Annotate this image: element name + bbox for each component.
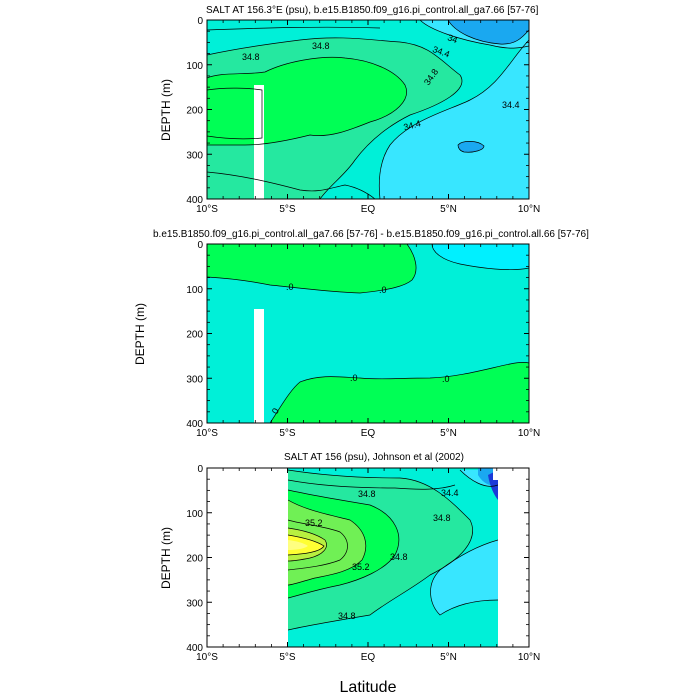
panel2-missing-band (254, 309, 264, 423)
y-tick-label: 200 (186, 330, 203, 341)
panel1-missing-band (254, 85, 264, 199)
panel3-contour-label: 34.8 (338, 611, 356, 621)
x-tick-label: 5°N (440, 204, 457, 215)
panel3-contour-label: 34.8 (433, 513, 451, 523)
panel3-contour-label: 34.8 (390, 552, 408, 562)
x-tick-label: 5°S (279, 204, 296, 215)
x-tick-label: 10°N (518, 204, 540, 215)
panel-difference: b.e15.B1850.f09_g16.pi_control.all_ga7.6… (133, 229, 589, 439)
x-axis-title: Latitude (340, 679, 397, 696)
y-tick-label: 100 (186, 509, 203, 520)
y-tick-label: 0 (197, 16, 203, 27)
panel3-title: SALT AT 156 (psu), Johnson et al (2002) (284, 452, 464, 463)
panel1-region-35.2 (207, 88, 262, 139)
panel1-yaxis: 0 100 200 300 400 (186, 16, 529, 206)
panel-johnson-observations: SALT AT 156 (psu), Johnson et al (2002) (159, 452, 540, 663)
panel2-title: b.e15.B1850.f09_g16.pi_control.all_ga7.6… (153, 229, 589, 240)
panel2-region-positive-top (207, 244, 417, 293)
panel2-ylabel: DEPTH (m) (133, 303, 147, 365)
panel2-contour-label: .0 (350, 373, 358, 383)
panel2-xaxis: 10°S 5°S EQ 5°N 10°N (196, 244, 540, 439)
y-tick-label: 100 (186, 285, 203, 296)
panel1-contour-label: 34 (446, 32, 459, 45)
panel3-contour-label: 35.2 (305, 518, 323, 528)
x-tick-label: EQ (361, 428, 376, 439)
y-tick-label: 0 (197, 464, 203, 475)
panel3-contour-label: 35.2 (352, 562, 370, 572)
panel3-region-34.4 (430, 470, 498, 615)
y-tick-label: 400 (186, 643, 203, 654)
panel3-field (288, 468, 498, 647)
y-tick-label: 300 (186, 150, 203, 161)
panel2-contour-label: .0 (379, 285, 387, 295)
panel3-ylabel: DEPTH (m) (159, 527, 173, 589)
x-tick-label: 10°S (196, 204, 218, 215)
panel1-contour-label: 34.4 (502, 100, 520, 110)
panel1-contour-label: 34.8 (312, 41, 330, 51)
y-tick-label: 300 (186, 374, 203, 385)
panel1-contour-lines (207, 20, 529, 199)
panel2-region-positive-bottom (270, 362, 529, 423)
panel2-contour-label: 0 (270, 406, 281, 415)
panel2-yaxis: 0 100 200 300 400 (186, 240, 529, 430)
x-tick-label: 10°S (196, 652, 218, 663)
panel1-field (207, 20, 529, 199)
panel3-missing-notch (493, 468, 498, 480)
panel1-contour-label: 34.8 (242, 52, 260, 62)
panel1-contour-label: 34.4 (402, 118, 422, 132)
panel3-xaxis: 10°S 5°S EQ 5°N 10°N (196, 468, 540, 663)
panel3-region-35.9 (288, 540, 308, 550)
panel-model-salinity: SALT AT 156.3°E (psu), b.e15.B1850.f09_g… (159, 5, 540, 215)
panel1-region-34.0 (448, 20, 529, 45)
panel1-title: SALT AT 156.3°E (psu), b.e15.B1850.f09_g… (206, 5, 539, 16)
x-tick-label: 5°S (279, 428, 296, 439)
panel3-contour-lines (288, 469, 498, 631)
x-tick-label: 10°N (518, 652, 540, 663)
panel2-region-cyan-ne (432, 244, 529, 270)
x-tick-label: EQ (361, 652, 376, 663)
panel2-field (207, 244, 529, 423)
y-tick-label: 0 (197, 240, 203, 251)
panel1-region-34.4-east (379, 20, 529, 199)
y-tick-label: 200 (186, 106, 203, 117)
panel1-region-small-low (458, 141, 484, 153)
panel1-ylabel: DEPTH (m) (159, 79, 173, 141)
y-tick-label: 400 (186, 419, 203, 430)
y-tick-label: 100 (186, 61, 203, 72)
panel2-contour-lines (207, 244, 529, 423)
x-tick-label: EQ (361, 204, 376, 215)
y-tick-label: 200 (186, 554, 203, 565)
y-tick-label: 300 (186, 598, 203, 609)
x-tick-label: 10°S (196, 428, 218, 439)
x-tick-label: 5°N (440, 428, 457, 439)
panel3-yaxis: 0 100 200 300 400 (186, 464, 529, 654)
panel3-contour-label: 34.8 (358, 489, 376, 499)
panel2-contour-label: .0 (286, 282, 294, 292)
panel2-contour-label: .0 (442, 374, 450, 384)
panel2-contour-labels: .0 .0 .0 .0 0 (270, 282, 450, 416)
x-tick-label: 5°N (440, 652, 457, 663)
panel3-contour-labels: 34.4 34.8 35.2 34.8 35.2 34.8 34.8 (305, 488, 459, 621)
x-tick-label: 5°S (279, 652, 296, 663)
panel3-contour-label: 34.4 (441, 488, 459, 498)
x-tick-label: 10°N (518, 428, 540, 439)
panel1-xaxis: 10°S 5°S EQ 5°N 10°N (196, 20, 540, 215)
y-tick-label: 400 (186, 195, 203, 206)
